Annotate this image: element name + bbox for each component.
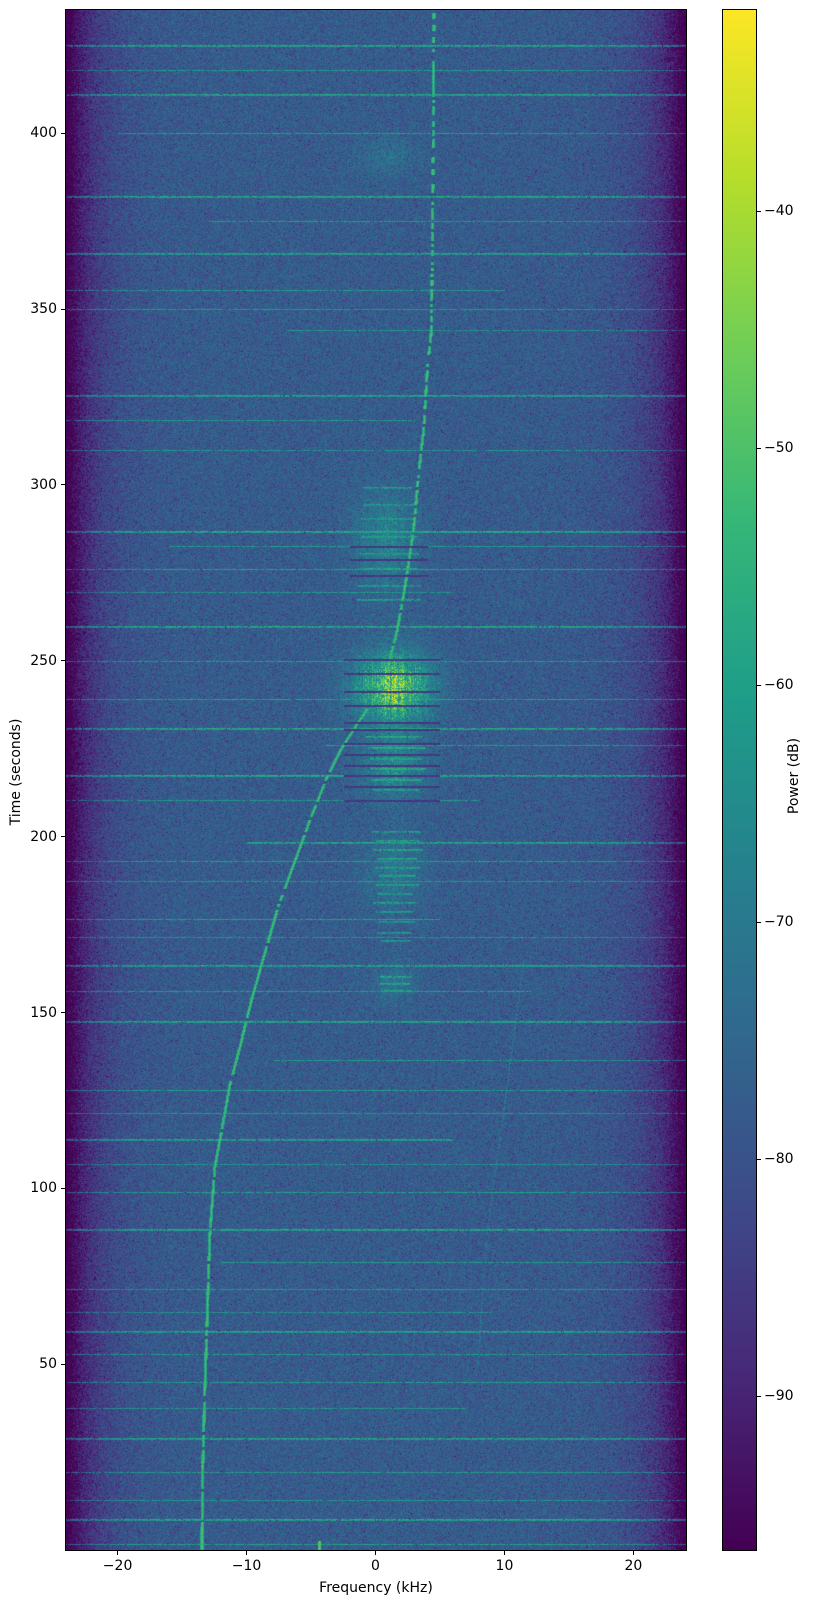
colorbar-tick-mark [757,1158,761,1160]
y-tick-label: 350 [30,301,57,317]
y-tick-label: 150 [30,1004,57,1021]
colorbar-tick-label: −80 [764,1151,794,1168]
x-tick-mark [632,1551,634,1555]
spectrogram-canvas [66,10,686,1550]
y-tick-mark [61,308,65,310]
y-tick-label: 100 [30,1180,57,1197]
y-tick-label: 200 [30,828,57,845]
x-tick-mark [117,1551,119,1555]
y-tick-mark [61,1012,65,1014]
colorbar-canvas [723,10,756,1550]
x-tick-label: 10 [495,1558,514,1574]
colorbar-tick-mark [757,447,761,449]
x-tick-label: −20 [102,1558,133,1574]
colorbar-tick-mark [757,684,761,686]
y-tick-label: 400 [30,125,57,142]
x-tick-label: 20 [624,1558,643,1574]
colorbar-tick-label: −60 [764,677,794,694]
x-tick-mark [503,1551,505,1555]
x-tick-label: 0 [371,1558,380,1574]
x-axis-label: Frequency (kHz) [319,1580,433,1596]
colorbar-tick-mark [757,1395,761,1397]
colorbar-tick-mark [757,921,761,923]
x-tick-mark [375,1551,376,1555]
y-tick-label: 250 [30,652,57,669]
y-axis-label: Time (seconds) [8,718,24,826]
colorbar-label: Power (dB) [786,737,802,815]
colorbar-tick-mark [757,210,761,212]
y-tick-label: 50 [39,1356,57,1373]
x-tick-label: −10 [231,1558,262,1574]
y-tick-mark [61,484,65,486]
colorbar-tick-label: −40 [764,203,794,220]
x-tick-mark [246,1551,248,1555]
colorbar-tick-label: −70 [764,914,794,931]
y-tick-mark [61,1363,65,1365]
colorbar-tick-label: −90 [764,1388,794,1404]
y-tick-mark [61,836,65,838]
colorbar-tick-label: −50 [764,440,794,457]
y-tick-mark [61,660,65,662]
y-tick-label: 300 [30,476,57,493]
plot-frame [65,9,687,1551]
colorbar-frame [722,9,757,1551]
y-tick-mark [61,132,65,134]
y-tick-mark [61,1187,65,1189]
